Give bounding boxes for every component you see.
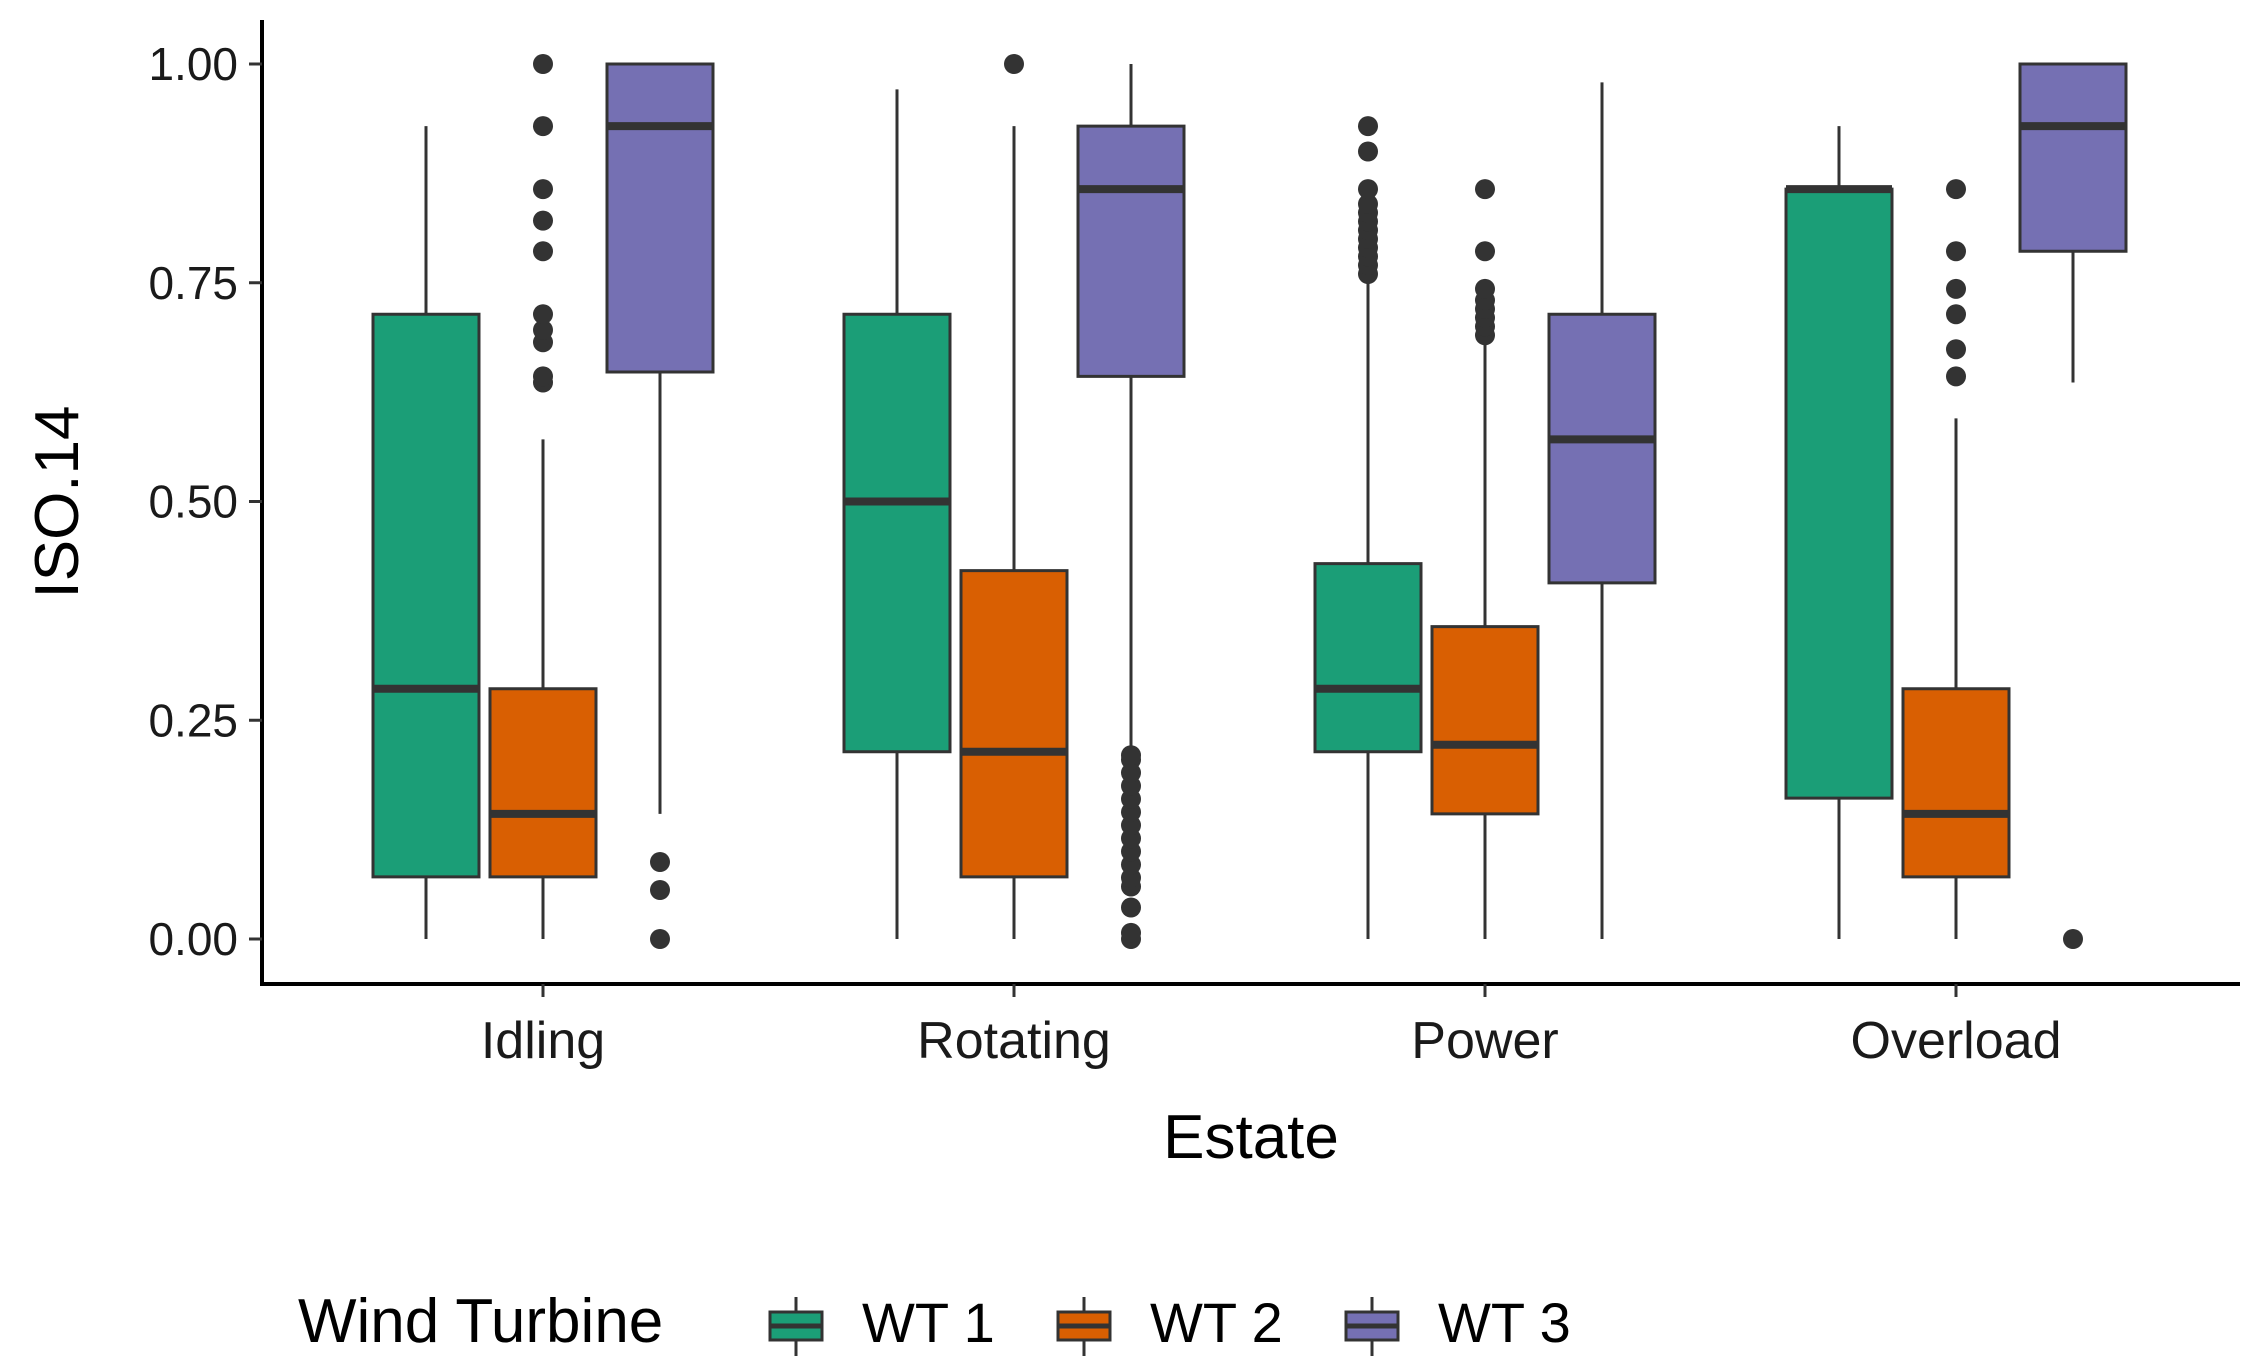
box-wt-2-power — [1430, 179, 1540, 939]
series-wt-1 — [371, 89, 1894, 939]
box-wt-3-rotating — [1076, 64, 1186, 949]
outlier-point — [650, 880, 670, 900]
box-wt-1-overload — [1784, 126, 1894, 939]
outlier-point — [1475, 278, 1495, 299]
box-wt-1-power — [1313, 116, 1423, 939]
y-tick-label: 0.75 — [148, 257, 238, 309]
outlier-point — [1946, 241, 1966, 262]
outlier-point — [533, 179, 553, 200]
box-wt-2-overload — [1901, 179, 2011, 939]
outlier-point — [1121, 745, 1141, 766]
box-wt-1-idling — [371, 126, 481, 939]
outlier-point — [650, 852, 670, 872]
iqr-box — [605, 62, 715, 374]
outlier-point — [1946, 366, 1966, 387]
iqr-box — [488, 687, 598, 879]
box-wt-1-rotating — [842, 89, 952, 939]
iqr-box — [959, 569, 1069, 879]
iqr-box — [2018, 62, 2128, 253]
x-tick-label: Idling — [481, 1012, 605, 1070]
outlier-point — [1121, 922, 1141, 943]
iqr-box — [371, 312, 481, 879]
outlier-point — [1946, 304, 1966, 325]
iqr-box — [1784, 187, 1894, 800]
outlier-point — [533, 116, 553, 137]
iqr-box — [1430, 625, 1540, 816]
legend-item-label: WT 3 — [1438, 1291, 1571, 1354]
outlier-point — [533, 320, 553, 340]
box-wt-2-idling — [488, 54, 598, 939]
y-tick-label: 0.50 — [148, 476, 238, 528]
iqr-box — [1076, 124, 1186, 378]
outlier-point — [533, 210, 553, 231]
plot-area — [371, 54, 2128, 949]
y-tick-label: 0.25 — [148, 694, 238, 746]
outlier-point — [533, 54, 553, 74]
y-axis-title: ISO.14 — [23, 406, 92, 599]
iqr-box — [842, 312, 952, 754]
legend-item-label: WT 1 — [862, 1291, 995, 1354]
outlier-point — [1004, 54, 1024, 74]
legend-item-label: WT 2 — [1150, 1291, 1283, 1354]
series-wt-3 — [605, 62, 2128, 949]
y-tick-label: 0.00 — [148, 913, 238, 965]
box-wt-3-overload — [2018, 62, 2128, 949]
outlier-point — [1121, 897, 1141, 918]
legend-title: Wind Turbine — [298, 1287, 663, 1356]
box-wt-2-rotating — [959, 54, 1069, 939]
x-axis-title: Estate — [1163, 1103, 1339, 1172]
y-axis-ticks: 0.00 0.25 0.50 0.75 1.00 — [148, 38, 262, 965]
iqr-box — [1901, 687, 2011, 879]
box-wt-3-idling — [605, 62, 715, 949]
outlier-point — [1358, 116, 1378, 137]
box-wt-3-power — [1547, 82, 1657, 939]
outlier-point — [1358, 194, 1378, 214]
y-tick-label: 1.00 — [148, 38, 238, 90]
x-axis-ticks: Idling Rotating Power Overload — [481, 984, 2062, 1070]
outlier-point — [533, 304, 553, 325]
iqr-box — [1547, 312, 1657, 585]
outlier-point — [533, 241, 553, 262]
outlier-point — [1946, 278, 1966, 299]
legend-item-wt-1: WT 1 — [768, 1291, 995, 1356]
legend-item-wt-3: WT 3 — [1344, 1291, 1571, 1356]
outlier-point — [1946, 179, 1966, 200]
x-tick-label: Power — [1411, 1012, 1558, 1070]
outlier-point — [1946, 339, 1966, 360]
outlier-point — [1475, 179, 1495, 200]
x-tick-label: Rotating — [917, 1012, 1111, 1070]
iqr-box — [1313, 562, 1423, 754]
legend-item-wt-2: WT 2 — [1056, 1291, 1283, 1356]
outlier-point — [650, 929, 670, 949]
outlier-point — [2063, 929, 2083, 949]
x-tick-label: Overload — [1851, 1012, 2062, 1070]
outlier-point — [1358, 179, 1378, 200]
series-wt-2 — [488, 54, 2011, 939]
outlier-point — [1358, 141, 1378, 162]
legend: Wind Turbine WT 1 WT 2 WT 3 — [298, 1287, 1571, 1356]
outlier-point — [1475, 241, 1495, 262]
outlier-point — [533, 366, 553, 387]
